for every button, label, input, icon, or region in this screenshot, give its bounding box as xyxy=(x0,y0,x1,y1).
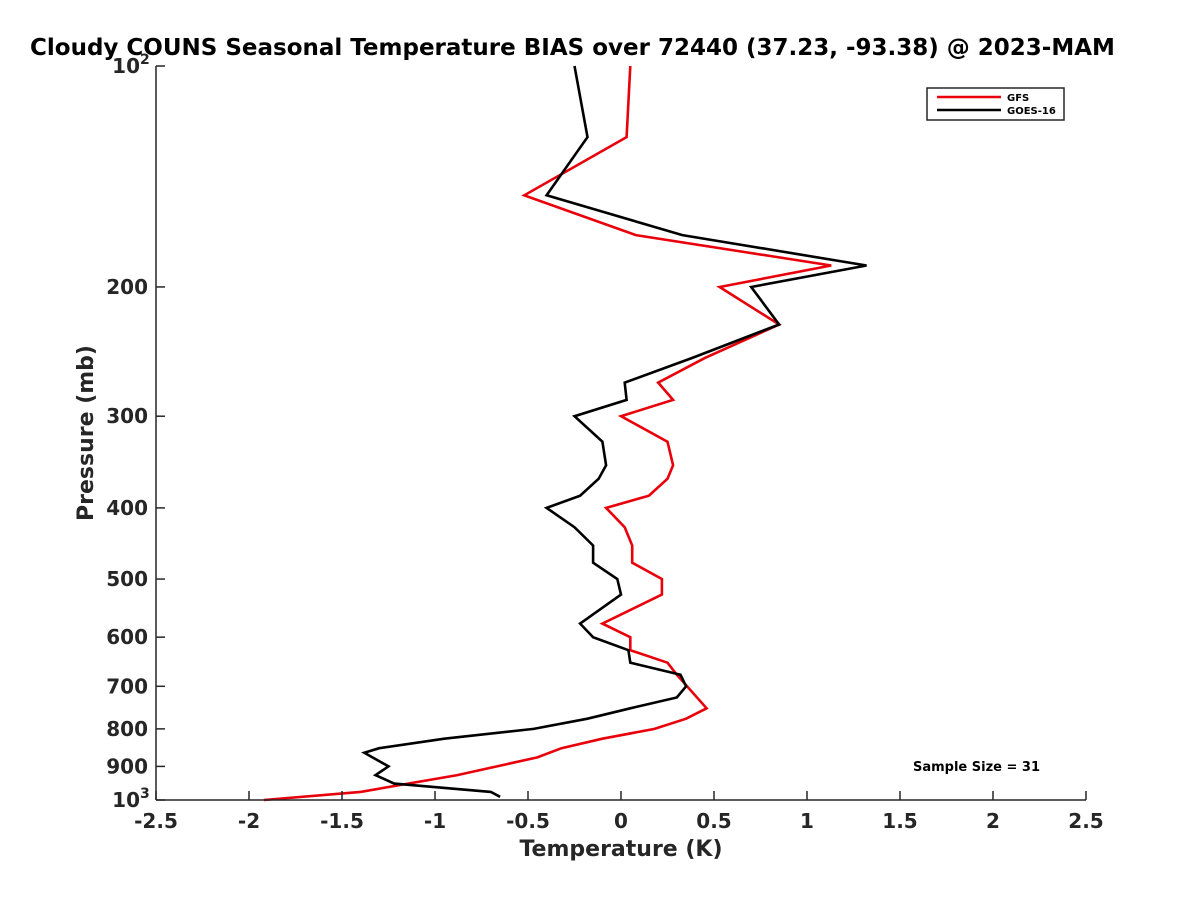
series-line-gfs xyxy=(263,65,832,802)
y-tick-label: 10 xyxy=(112,54,140,78)
x-tick-label: -2.5 xyxy=(134,809,178,833)
y-tick-label: 300 xyxy=(106,404,148,428)
x-tick-label: 2.5 xyxy=(1068,809,1103,833)
y-axis-label: Pressure (mb) xyxy=(74,345,99,521)
legend-box xyxy=(926,87,1065,121)
y-tick-label: 500 xyxy=(106,567,148,591)
x-tick-label: -1.5 xyxy=(320,809,364,833)
y-tick-label: 600 xyxy=(106,625,148,649)
x-tick-label: -0.5 xyxy=(506,809,550,833)
y-tick-label: 700 xyxy=(106,674,148,698)
y-tick-label: 200 xyxy=(106,275,148,299)
x-tick-label: 1 xyxy=(800,809,814,833)
chart-title: Cloudy COUNS Seasonal Temperature BIAS o… xyxy=(30,35,1115,61)
x-tick-label: -1 xyxy=(424,809,446,833)
series-line-goes-16 xyxy=(361,65,867,798)
legend-entry: GFS xyxy=(1007,93,1029,104)
y-tick-exponent: 3 xyxy=(140,786,150,802)
x-axis-ticks: -2.5 -2 -1.5 -1 -0.5 0 0.5 1 1.5 2 2.5 xyxy=(134,791,1104,833)
y-tick-exponent: 2 xyxy=(140,52,150,68)
y-tick-label: 800 xyxy=(106,717,148,741)
x-axis-label: Temperature (K) xyxy=(519,837,722,862)
y-tick-label: 400 xyxy=(106,496,148,520)
x-tick-label: 0.5 xyxy=(696,809,731,833)
y-tick-label: 10 xyxy=(112,788,140,812)
sample-size-annotation: Sample Size = 31 xyxy=(913,760,1040,775)
series-layer xyxy=(263,65,867,802)
y-tick-label: 900 xyxy=(106,754,148,778)
x-tick-label: 2 xyxy=(986,809,1000,833)
legend: GFS GOES-16 xyxy=(926,87,1065,121)
x-tick-label: -2 xyxy=(238,809,260,833)
x-tick-label: 1.5 xyxy=(882,809,917,833)
x-tick-label: 0 xyxy=(614,809,628,833)
legend-entry: GOES-16 xyxy=(1007,106,1056,117)
